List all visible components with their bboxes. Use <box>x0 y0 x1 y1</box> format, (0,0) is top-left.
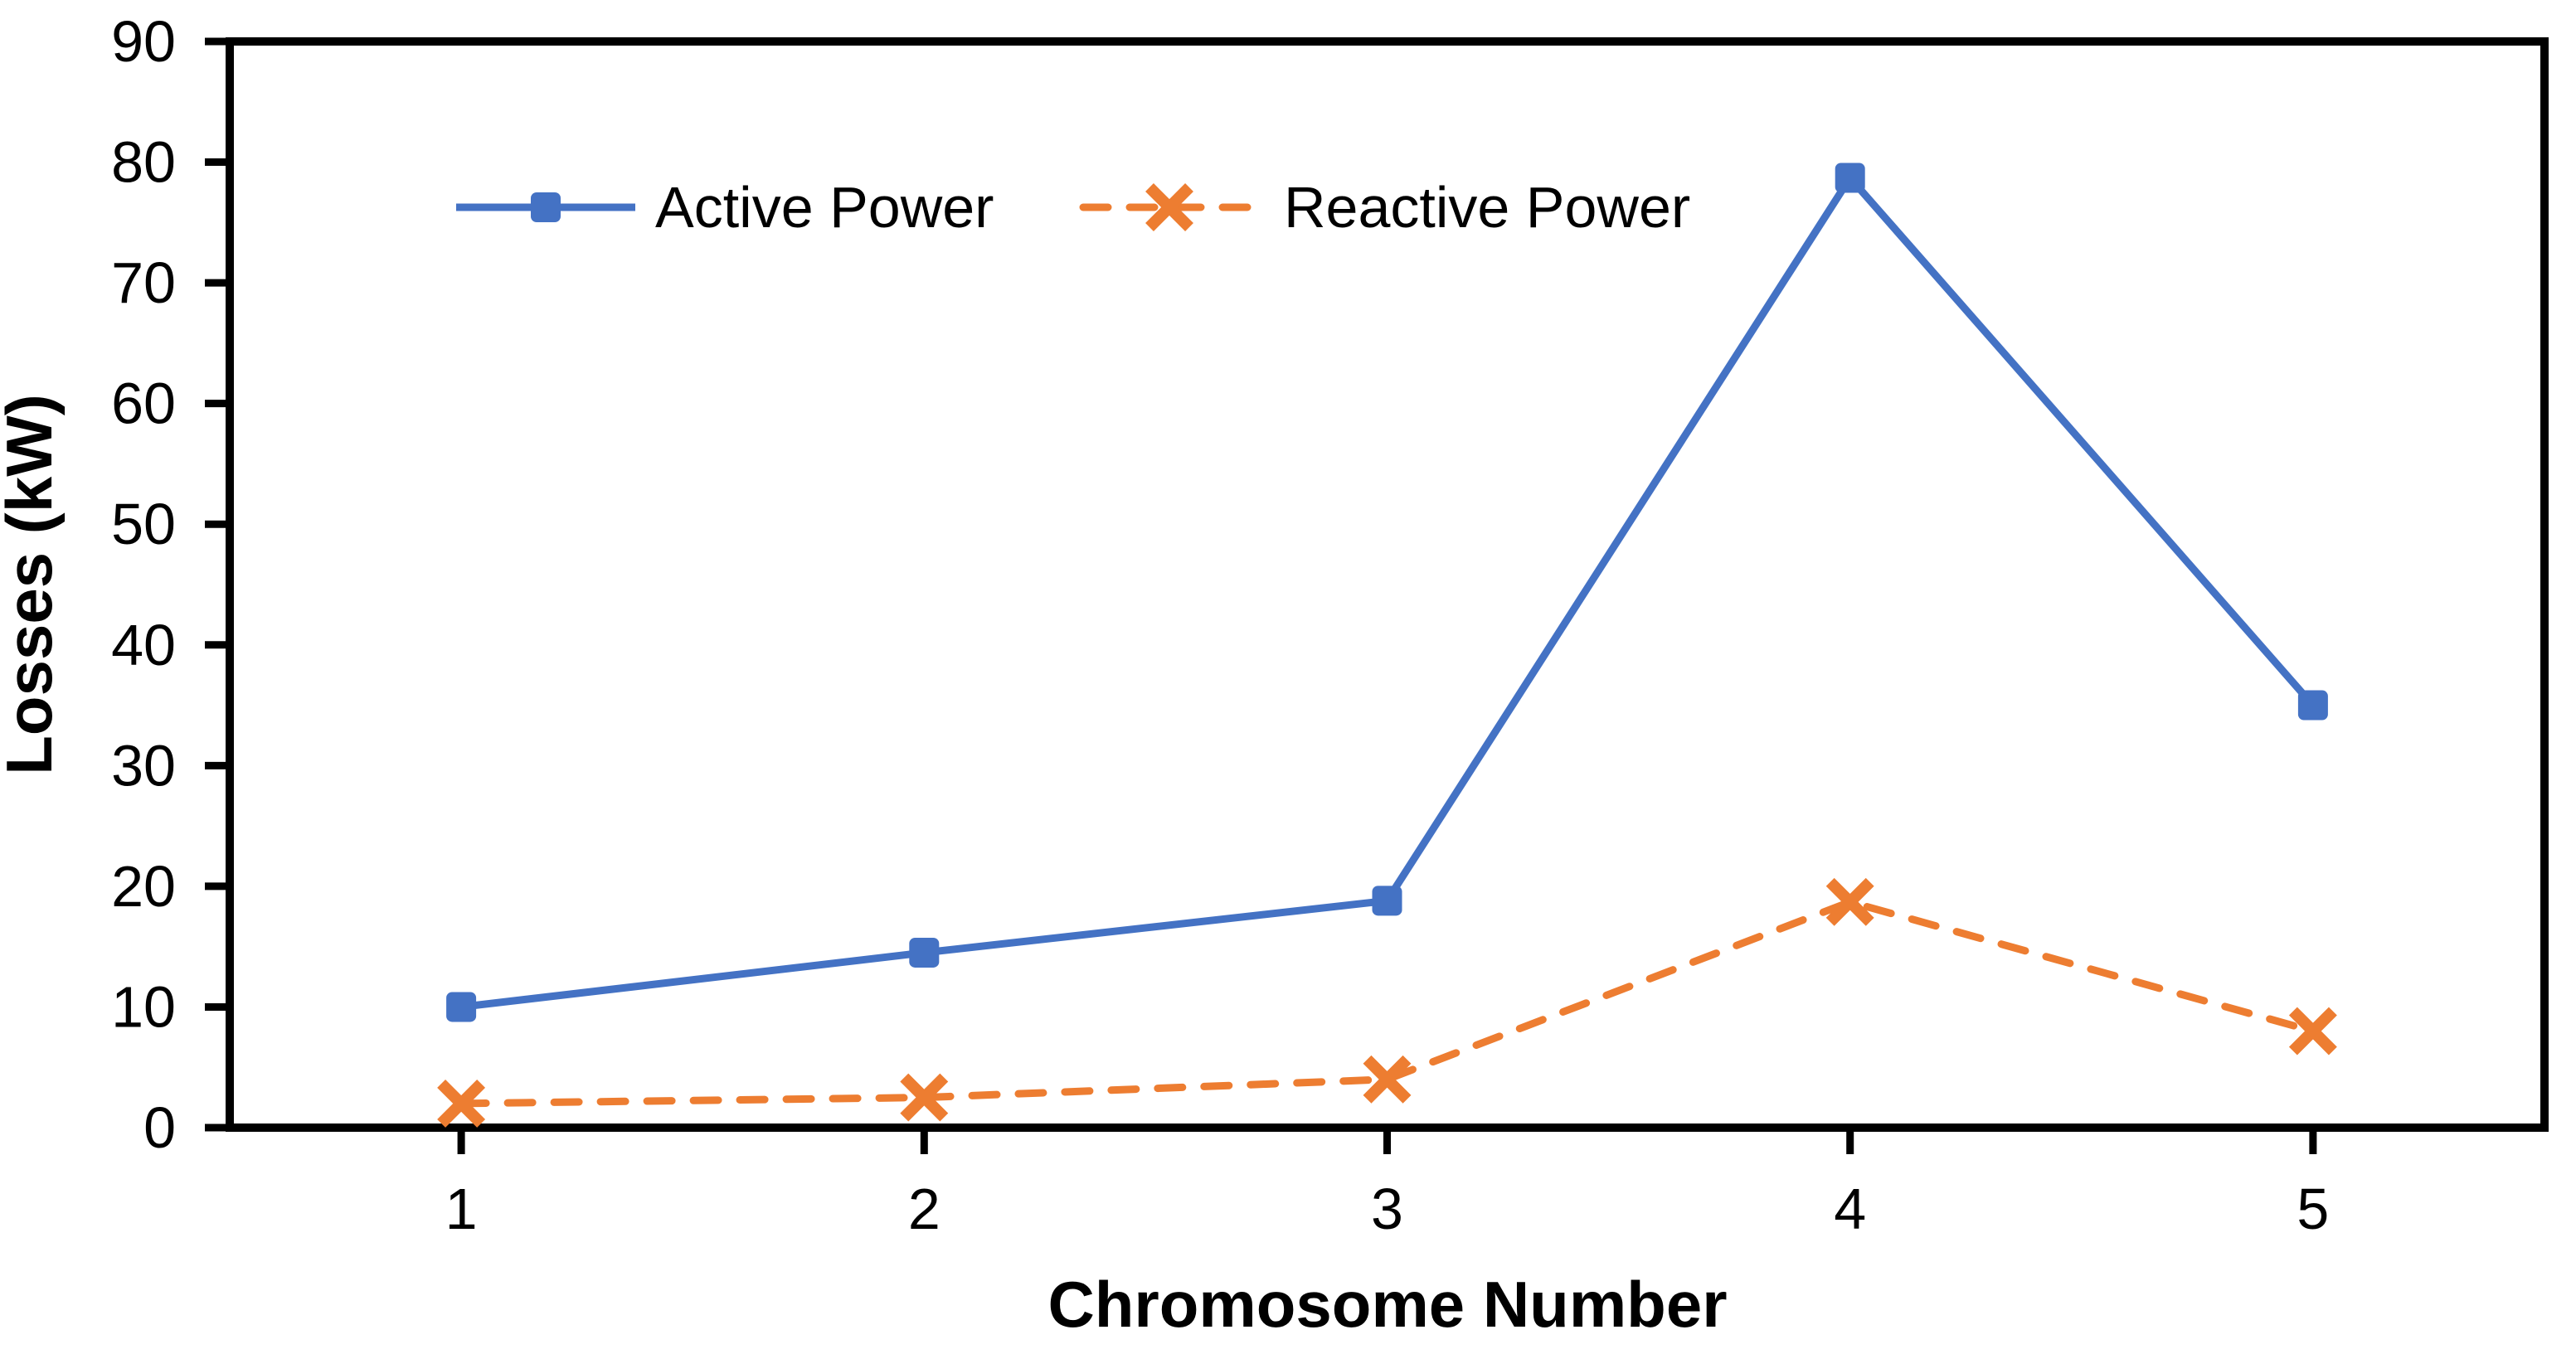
y-axis-tick-label: 40 <box>111 613 176 677</box>
legend-reactive-power-label: Reactive Power <box>1284 175 1690 240</box>
active-power-square-marker <box>1372 886 1402 916</box>
series-lines <box>457 173 2317 1108</box>
y-axis-tick-label: 60 <box>111 371 176 436</box>
legend-active-power-square-marker-icon <box>531 192 561 222</box>
active-power-square-marker <box>446 992 477 1022</box>
y-axis-tick-label: 10 <box>111 974 176 1039</box>
reactive-power-x-marker <box>900 1073 949 1122</box>
y-axis-tick-label: 50 <box>111 492 176 556</box>
active-power-square-marker <box>909 937 940 968</box>
x-axis-tick-label: 2 <box>908 1177 940 1241</box>
x-axis-tick-label: 3 <box>1371 1177 1403 1241</box>
reactive-power-x-marker <box>437 1079 486 1128</box>
x-axis-tick-labels: 1 2 3 4 5 <box>445 1177 2330 1241</box>
active-power-line <box>460 173 2316 1011</box>
y-axis-tick-label: 70 <box>111 250 176 315</box>
y-axis-tick-labels: 0 10 20 30 40 50 60 70 80 90 <box>111 9 176 1160</box>
reactive-power-x-marker <box>2288 1007 2337 1056</box>
x-axis-tick-label: 1 <box>445 1177 478 1241</box>
legend-reactive-power-x-marker-icon <box>1145 183 1193 231</box>
x-axis-ticks <box>457 1128 2317 1154</box>
y-axis-tick-label: 20 <box>111 854 176 919</box>
y-axis-tick-label: 30 <box>111 733 176 798</box>
x-axis-tick-label: 5 <box>2297 1177 2329 1241</box>
active-power-square-marker <box>1835 163 1865 193</box>
x-axis-tick-label: 4 <box>1834 1177 1866 1241</box>
reactive-power-x-marker <box>1825 877 1874 926</box>
y-axis-ticks <box>205 37 230 1132</box>
legend: Active Power Reactive Power <box>456 175 1690 240</box>
reactive-power-x-marker <box>1363 1055 1412 1104</box>
active-power-square-marker <box>2297 690 2328 721</box>
series-markers <box>437 163 2337 1128</box>
x-axis-title: Chromosome Number <box>1047 1268 1727 1341</box>
y-axis-tick-label: 0 <box>143 1095 176 1160</box>
y-axis-tick-label: 80 <box>111 130 176 195</box>
y-axis-tick-label: 90 <box>111 9 176 74</box>
legend-active-power-label: Active Power <box>655 175 994 240</box>
y-axis-title: Losses (kW) <box>0 394 66 774</box>
